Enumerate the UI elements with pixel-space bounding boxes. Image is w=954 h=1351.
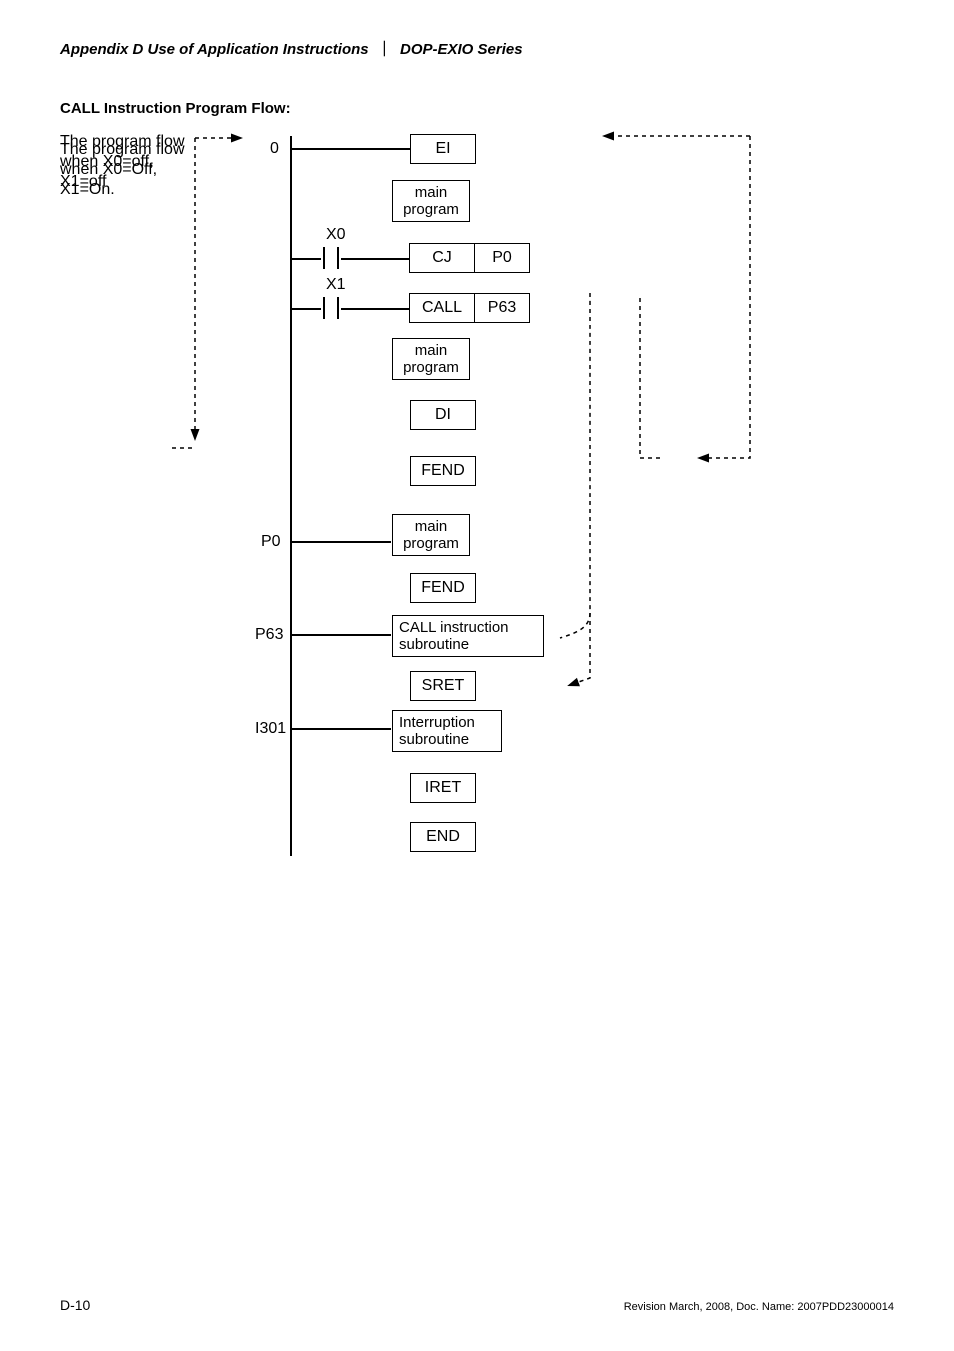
header-series: DOP-EXIO Series bbox=[400, 41, 523, 58]
rung-p63 bbox=[291, 634, 391, 636]
box-callsub: CALL instruction subroutine bbox=[392, 615, 544, 657]
box-main2: main program bbox=[392, 338, 470, 380]
rung-p0 bbox=[291, 541, 391, 543]
rung-x1-left bbox=[291, 308, 321, 310]
box-sret-text: SRET bbox=[422, 677, 465, 695]
box-iret-text: IRET bbox=[425, 779, 461, 797]
box-fend2-text: FEND bbox=[421, 579, 465, 597]
footer-page: D-10 bbox=[60, 1297, 90, 1313]
contact-x1-label: X1 bbox=[326, 276, 346, 294]
box-end-text: END bbox=[426, 828, 460, 846]
box-main1-a: main bbox=[415, 184, 448, 201]
step-0: 0 bbox=[270, 140, 279, 158]
box-fend2: FEND bbox=[410, 573, 476, 603]
header-separator: ｜ bbox=[377, 41, 392, 58]
right-note-line3: X1=On. bbox=[60, 181, 115, 198]
box-call-arg-text: P63 bbox=[488, 299, 516, 317]
box-di: DI bbox=[410, 400, 476, 430]
rung-i301 bbox=[291, 728, 391, 730]
box-fend1-text: FEND bbox=[421, 462, 465, 480]
box-callsub-a: CALL instruction bbox=[399, 619, 509, 636]
section-title: CALL Instruction Program Flow: bbox=[60, 100, 291, 117]
rung-x0-left bbox=[291, 258, 321, 260]
box-main3-b: program bbox=[403, 535, 459, 552]
box-fend1: FEND bbox=[410, 456, 476, 486]
box-iret: IRET bbox=[410, 773, 476, 803]
box-call-arg: P63 bbox=[474, 293, 530, 323]
contact-x0-label: X0 bbox=[326, 226, 346, 244]
box-main3-a: main bbox=[415, 518, 448, 535]
box-call: CALL bbox=[409, 293, 475, 323]
box-ei-text: EI bbox=[435, 140, 450, 158]
box-intr-a: Interruption bbox=[399, 714, 475, 731]
box-intr-b: subroutine bbox=[399, 731, 469, 748]
box-di-text: DI bbox=[435, 406, 451, 424]
box-call-text: CALL bbox=[422, 299, 462, 317]
box-ei: EI bbox=[410, 134, 476, 164]
contact-x1 bbox=[321, 297, 341, 319]
rung-x1-right bbox=[341, 308, 409, 310]
footer-revision: Revision March, 2008, Doc. Name: 2007PDD… bbox=[624, 1301, 894, 1313]
box-cj: CJ bbox=[409, 243, 475, 273]
right-note: The program flow when X0=Off, X1=On. bbox=[60, 140, 185, 200]
rung-ei bbox=[291, 148, 411, 150]
box-main1-b: program bbox=[403, 201, 459, 218]
box-cj-text: CJ bbox=[432, 249, 452, 267]
box-callsub-b: subroutine bbox=[399, 636, 469, 653]
box-main1: main program bbox=[392, 180, 470, 222]
box-end: END bbox=[410, 822, 476, 852]
box-sret: SRET bbox=[410, 671, 476, 701]
contact-x0 bbox=[321, 247, 341, 269]
diagram: The program flow when X0=off, X1=off The… bbox=[60, 128, 894, 858]
right-note-line1: The program flow bbox=[60, 141, 185, 158]
box-main3: main program bbox=[392, 514, 470, 556]
box-main2-a: main bbox=[415, 342, 448, 359]
box-main2-b: program bbox=[403, 359, 459, 376]
header-appendix: Appendix D Use of Application Instructio… bbox=[60, 41, 369, 58]
page-header: Appendix D Use of Application Instructio… bbox=[60, 38, 523, 59]
right-note-line2: when X0=Off, bbox=[60, 161, 157, 178]
ladder-rail bbox=[290, 136, 292, 856]
box-intr: Interruption subroutine bbox=[392, 710, 502, 752]
box-cj-arg-text: P0 bbox=[492, 249, 512, 267]
step-i301: I301 bbox=[255, 720, 286, 738]
rung-x0-right bbox=[341, 258, 409, 260]
step-p0: P0 bbox=[261, 533, 281, 551]
step-p63: P63 bbox=[255, 626, 283, 644]
box-cj-arg: P0 bbox=[474, 243, 530, 273]
